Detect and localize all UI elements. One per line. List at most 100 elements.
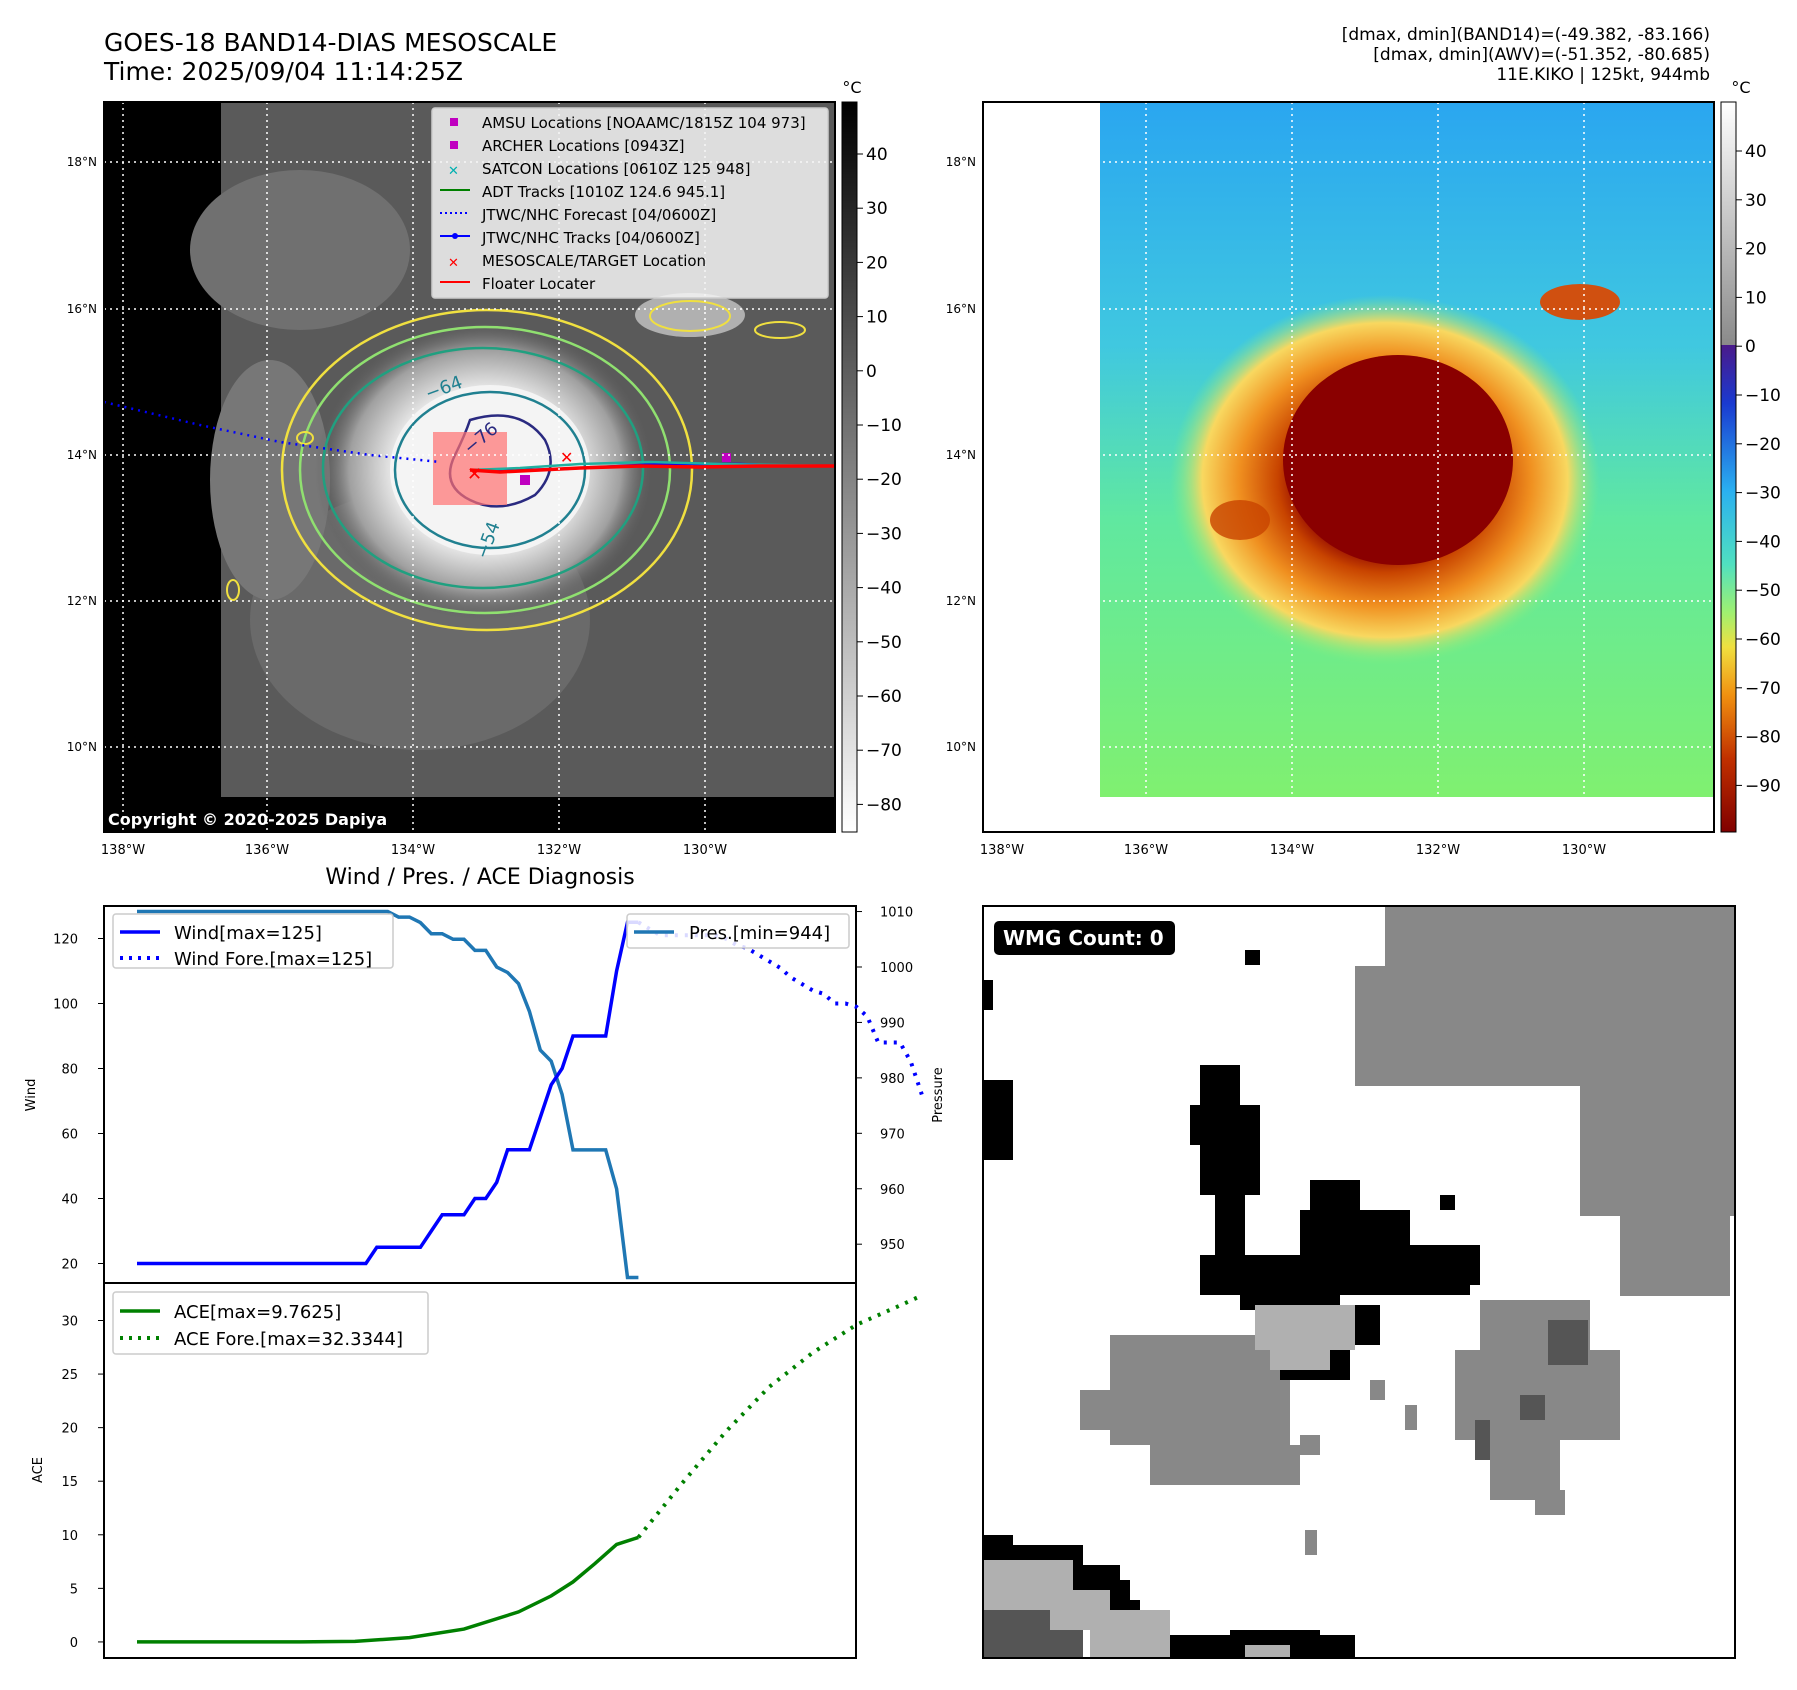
- ace-axis-label: ACE: [31, 1457, 46, 1483]
- pressure-tick-label: 950: [880, 1238, 905, 1253]
- legend-archer: ARCHER Locations [0943Z]: [482, 137, 685, 155]
- colorbar1-tick-label: 20: [866, 253, 888, 273]
- lat-label-12-p1: 12°N: [67, 594, 97, 608]
- colorbar2-tick-label: −70: [1745, 679, 1781, 699]
- legend-satcon: SATCON Locations [0610Z 125 948]: [482, 160, 750, 178]
- ace-tick-label: 20: [61, 1422, 78, 1437]
- wind-tick-label: 120: [53, 933, 78, 948]
- wind-line: [137, 920, 639, 1266]
- colorbar1-tick-label: −60: [866, 687, 902, 707]
- diag-title: Wind / Pres. / ACE Diagnosis: [325, 865, 634, 890]
- color-ir-panel: [982, 101, 1715, 833]
- colorbar2-tick-label: −80: [1745, 728, 1781, 748]
- ace-tick-label: 10: [61, 1529, 78, 1544]
- ace-panel: ACE 30 25 20 15 10 5 0 ACE[max=9.7625] ACE For…: [31, 1282, 923, 1659]
- colorbar-unit-2: °C: [1731, 78, 1750, 97]
- colorbar1-tick-label: −40: [866, 579, 902, 599]
- wmg-count-label: WMG Count: 0: [1003, 926, 1164, 950]
- colorbar2-tick-label: 20: [1745, 240, 1767, 260]
- pressure-tick-label: 1010: [880, 906, 913, 921]
- satcon-marker: ✕: [448, 164, 459, 179]
- ace-tick-label: 5: [70, 1582, 78, 1597]
- info-line-1: [dmax, dmin](BAND14)=(-49.382, -83.166): [1342, 25, 1710, 45]
- colorbar1-tick-label: −30: [866, 524, 902, 544]
- pressure-legend-label: Pres.[min=944]: [689, 923, 830, 944]
- ace-forecast-line: [636, 1293, 923, 1539]
- lat-label-14-p2: 14°N: [946, 448, 976, 462]
- color-axis-labels: 18°N 16°N 14°N 12°N 10°N 138°W 136°W 134…: [946, 155, 1606, 858]
- title-line-2: Time: 2025/09/04 11:14:25Z: [103, 57, 463, 86]
- pressure-axis-label: Pressure: [931, 1067, 946, 1123]
- archer-marker: [450, 141, 458, 149]
- colorbar1-tick-label: −80: [866, 795, 902, 815]
- colorbar1-tick-label: 40: [866, 145, 888, 165]
- colorbar1-tick-label: −10: [866, 416, 902, 436]
- wind-tick-label: 80: [61, 1063, 78, 1078]
- ace-line: [137, 1535, 639, 1644]
- pressure-tick-label: 980: [880, 1072, 905, 1087]
- ace-tick-label: 30: [61, 1315, 78, 1330]
- lon-label-136-p2: 136°W: [1124, 843, 1168, 858]
- lon-label-134-p2: 134°W: [1270, 843, 1314, 858]
- wind-legend-label: Wind[max=125]: [174, 923, 322, 944]
- pressure-tick-label: 990: [880, 1016, 905, 1031]
- wind-fore-legend-label: Wind Fore.[max=125]: [174, 949, 372, 970]
- copyright: Copyright © 2020-2025 Dapiya: [108, 810, 387, 829]
- info-line-3: 11E.KIKO | 125kt, 944mb: [1496, 65, 1710, 85]
- colorbar-ir: °C 40 30 20 10 0 −10 −20 −30 −40 −50 −60 −70 −80: [841, 78, 902, 833]
- wmg-panel: WMG Count: 0: [982, 905, 1736, 1659]
- info-line-2: [dmax, dmin](AWV)=(-51.352, -80.685): [1373, 45, 1710, 65]
- lon-label-134-p1: 134°W: [391, 843, 435, 858]
- legend-tracks: JTWC/NHC Tracks [04/0600Z]: [481, 229, 700, 247]
- pressure-legend: Pres.[min=944]: [626, 913, 850, 949]
- ace-tick-label: 25: [61, 1368, 78, 1383]
- pressure-tick-label: 970: [880, 1127, 905, 1142]
- wind-tick-label: 60: [61, 1128, 78, 1143]
- ace-fore-legend-label: ACE Fore.[max=32.3344]: [174, 1329, 403, 1350]
- lat-label-18-p1: 18°N: [67, 155, 97, 169]
- colorbar-color: °C 40 30 20 10 0 −10 −20 −30 −40 −50 −60 −70 −80 −90: [1720, 78, 1781, 833]
- wmg-count-badge: WMG Count: 0: [994, 921, 1175, 955]
- lon-label-130-p1: 130°W: [683, 843, 727, 858]
- colorbar2-tick-label: −60: [1745, 630, 1781, 650]
- lat-label-10-p1: 10°N: [67, 740, 97, 754]
- ir-axis-labels: 18°N 16°N 14°N 12°N 10°N 138°W 136°W 134…: [67, 155, 727, 858]
- colorbar2-tick-label: 30: [1745, 191, 1767, 211]
- ace-tick-label: 0: [70, 1636, 78, 1651]
- wind-pressure-panel: Wind Pressure 120 100 80 60 40 20 1010 1000 990…: [24, 905, 946, 1284]
- colorbar1-tick-label: −20: [866, 470, 902, 490]
- track-legend: ✕ ✕ AMSU Locations [NOAAMC/1815Z 104 973…: [431, 107, 829, 299]
- lat-label-16-p2: 16°N: [946, 302, 976, 316]
- colorbar2-tick-label: 40: [1745, 142, 1767, 162]
- floater-track: [469, 464, 835, 474]
- lon-label-136-p1: 136°W: [245, 843, 289, 858]
- colorbar2-tick-label: −90: [1745, 776, 1781, 796]
- lat-label-12-p2: 12°N: [946, 594, 976, 608]
- wind-legend: Wind[max=125] Wind Fore.[max=125]: [112, 913, 394, 970]
- jtwc-forecast-track: [103, 400, 441, 464]
- ace-legend-label: ACE[max=9.7625]: [174, 1302, 341, 1323]
- legend-forecast: JTWC/NHC Forecast [04/0600Z]: [481, 206, 716, 224]
- colorbar2-tick-label: −30: [1745, 484, 1781, 504]
- pressure-tick-label: 1000: [880, 961, 913, 976]
- wind-tick-label: 100: [53, 998, 78, 1013]
- svg-text:✕: ✕: [467, 464, 482, 485]
- wind-tick-label: 20: [61, 1258, 78, 1273]
- adt-track: [469, 460, 836, 472]
- colorbar1-tick-label: 0: [866, 362, 877, 382]
- colorbar2-tick-label: −20: [1745, 435, 1781, 455]
- legend-floater: Floater Locater: [482, 275, 596, 293]
- lat-label-14-p1: 14°N: [67, 448, 97, 462]
- legend-target: MESOSCALE/TARGET Location: [482, 252, 706, 270]
- pressure-line: [137, 909, 639, 1280]
- amsu-marker: [450, 118, 458, 126]
- svg-text:✕: ✕: [560, 448, 573, 467]
- lon-label-132-p1: 132°W: [537, 843, 581, 858]
- pressure-tick-label: 960: [880, 1183, 905, 1198]
- colorbar-unit-1: °C: [842, 78, 861, 97]
- lat-label-16-p1: 16°N: [67, 302, 97, 316]
- legend-adt: ADT Tracks [1010Z 124.6 945.1]: [482, 183, 725, 201]
- ace-tick-label: 15: [61, 1475, 78, 1490]
- target-marker: ✕: [448, 256, 459, 271]
- lon-label-138-p2: 138°W: [980, 843, 1024, 858]
